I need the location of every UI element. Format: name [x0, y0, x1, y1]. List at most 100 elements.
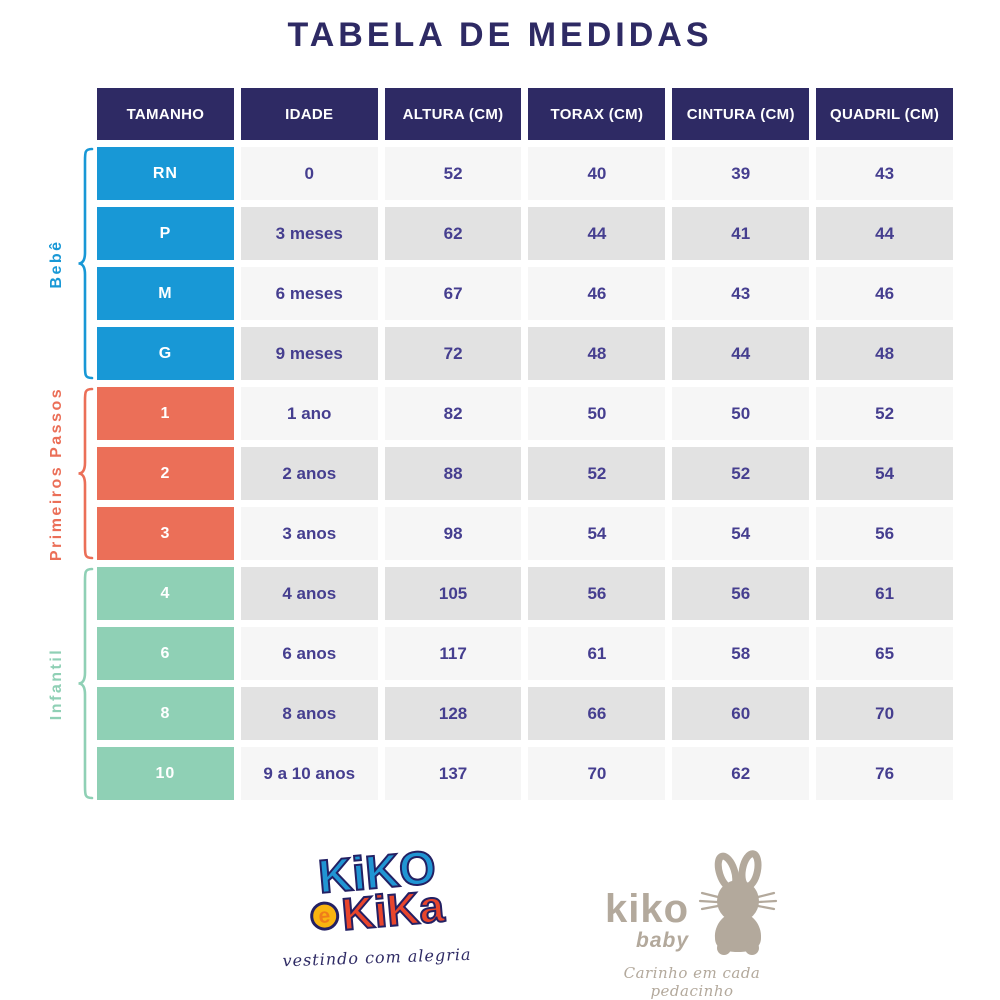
header-altura: ALTURA (CM)	[384, 88, 522, 140]
measure-cell: 43	[816, 147, 953, 200]
measure-cell: 8 anos	[240, 687, 378, 740]
measure-cell: 6 meses	[240, 267, 378, 320]
measure-cell: 1 ano	[240, 387, 378, 440]
header-tamanho: TAMANHO	[97, 88, 234, 140]
table-body: Bebê RN 0 52 40 39 43 P 3 meses 62 44 41 44 M 6 meses 6…	[48, 147, 953, 800]
size-cell: RN	[97, 147, 234, 200]
header-quadril: QUADRIL (CM)	[816, 88, 953, 140]
measure-cell: 65	[816, 627, 953, 680]
kiko-baby-logo: kiko baby	[582, 850, 802, 1000]
measure-cell: 52	[384, 147, 522, 200]
header-cintura: CINTURA (CM)	[672, 88, 810, 140]
kiko-baby-top: kiko baby	[582, 850, 802, 962]
group-label-infantil: Infantil	[48, 647, 65, 720]
measure-cell: 52	[528, 447, 666, 500]
measure-cell: 52	[672, 447, 810, 500]
kiko-baby-sub: baby	[636, 929, 690, 952]
measure-cell: 56	[816, 507, 953, 560]
size-cell: M	[97, 267, 234, 320]
measure-cell: 60	[672, 687, 810, 740]
size-group-primeiros-passos: Primeiros Passos 1 1 ano 82 50 50 52 2 2 anos 88 5…	[48, 386, 953, 561]
measure-cell: 61	[816, 567, 953, 620]
measure-cell: 62	[672, 747, 810, 800]
size-cell: 10	[97, 747, 234, 800]
measure-cell: 56	[528, 567, 666, 620]
group-label-bebe: Bebê	[48, 238, 65, 289]
size-cell: G	[97, 327, 234, 380]
measure-cell: 67	[384, 267, 522, 320]
measure-cell: 70	[816, 687, 953, 740]
table-row: RN 0 52 40 39 43	[97, 147, 953, 200]
measure-cell: 3 anos	[240, 507, 378, 560]
kiko-baby-name: kiko	[604, 887, 690, 931]
measure-cell: 43	[672, 267, 810, 320]
size-group-bebe: Bebê RN 0 52 40 39 43 P 3 meses 62 44 41 44 M 6 meses 6…	[48, 147, 953, 380]
measure-cell: 44	[816, 207, 953, 260]
measure-cell: 76	[816, 747, 953, 800]
measure-cell: 98	[384, 507, 522, 560]
size-cell: 8	[97, 687, 234, 740]
size-cell: 1	[97, 387, 234, 440]
group-label-primeiros-passos: Primeiros Passos	[48, 386, 65, 561]
kiko-baby-tagline: Carinho em cada pedacinho	[623, 964, 761, 1000]
measure-cell: 88	[384, 447, 522, 500]
header-torax: TORAX (CM)	[528, 88, 666, 140]
measure-cell: 9 a 10 anos	[240, 747, 378, 800]
table-header-row: TAMANHO IDADE ALTURA (CM) TORAX (CM) CIN…	[97, 88, 953, 140]
kiko-e-kika-tagline: vestindo com alegria	[282, 944, 472, 971]
measure-cell: 58	[672, 627, 810, 680]
kika-wordmark: KiKa	[339, 879, 448, 941]
measure-cell: 2 anos	[240, 447, 378, 500]
measure-cell: 61	[528, 627, 666, 680]
measure-cell: 66	[528, 687, 666, 740]
group-brace-icon	[78, 567, 94, 800]
measure-cell: 50	[528, 387, 666, 440]
measure-cell: 4 anos	[240, 567, 378, 620]
size-chart-table: TAMANHO IDADE ALTURA (CM) TORAX (CM) CIN…	[48, 88, 953, 800]
size-cell: 2	[97, 447, 234, 500]
header-idade: IDADE	[240, 88, 378, 140]
measure-cell: 54	[672, 507, 810, 560]
measure-cell: 0	[240, 147, 378, 200]
measure-cell: 137	[384, 747, 522, 800]
kiko-e-kika-logo: KiKO e KiKa vestindo com alegria	[272, 839, 482, 971]
measure-cell: 44	[672, 327, 810, 380]
measure-cell: 39	[672, 147, 810, 200]
measure-cell: 72	[384, 327, 522, 380]
size-group-infantil: Infantil 4 4 anos 105 56 56 61 6 6 anos 117 61 58 65…	[48, 567, 953, 800]
kiko-baby-wordmark: kiko baby	[604, 887, 690, 953]
measure-cell: 41	[672, 207, 810, 260]
group-brace-icon	[78, 147, 94, 380]
kiko-e-badge: e	[308, 900, 341, 932]
measure-cell: 50	[672, 387, 810, 440]
measure-cell: 46	[528, 267, 666, 320]
measure-cell: 62	[384, 207, 522, 260]
measure-cell: 9 meses	[240, 327, 378, 380]
size-cell: 3	[97, 507, 234, 560]
measure-cell: 48	[528, 327, 666, 380]
measure-cell: 54	[528, 507, 666, 560]
measure-cell: 82	[384, 387, 522, 440]
bunny-icon	[697, 850, 779, 962]
size-cell: 4	[97, 567, 234, 620]
measure-cell: 6 anos	[240, 627, 378, 680]
measure-cell: 56	[672, 567, 810, 620]
measure-cell: 70	[528, 747, 666, 800]
measure-cell: 105	[384, 567, 522, 620]
group-brace-icon	[78, 387, 94, 560]
measure-cell: 3 meses	[240, 207, 378, 260]
measure-cell: 52	[816, 387, 953, 440]
table-row: 10 9 a 10 anos 137 70 62 76	[97, 747, 953, 800]
measure-cell: 40	[528, 147, 666, 200]
page-title: TABELA DE MEDIDAS	[287, 16, 713, 54]
measure-cell: 117	[384, 627, 522, 680]
